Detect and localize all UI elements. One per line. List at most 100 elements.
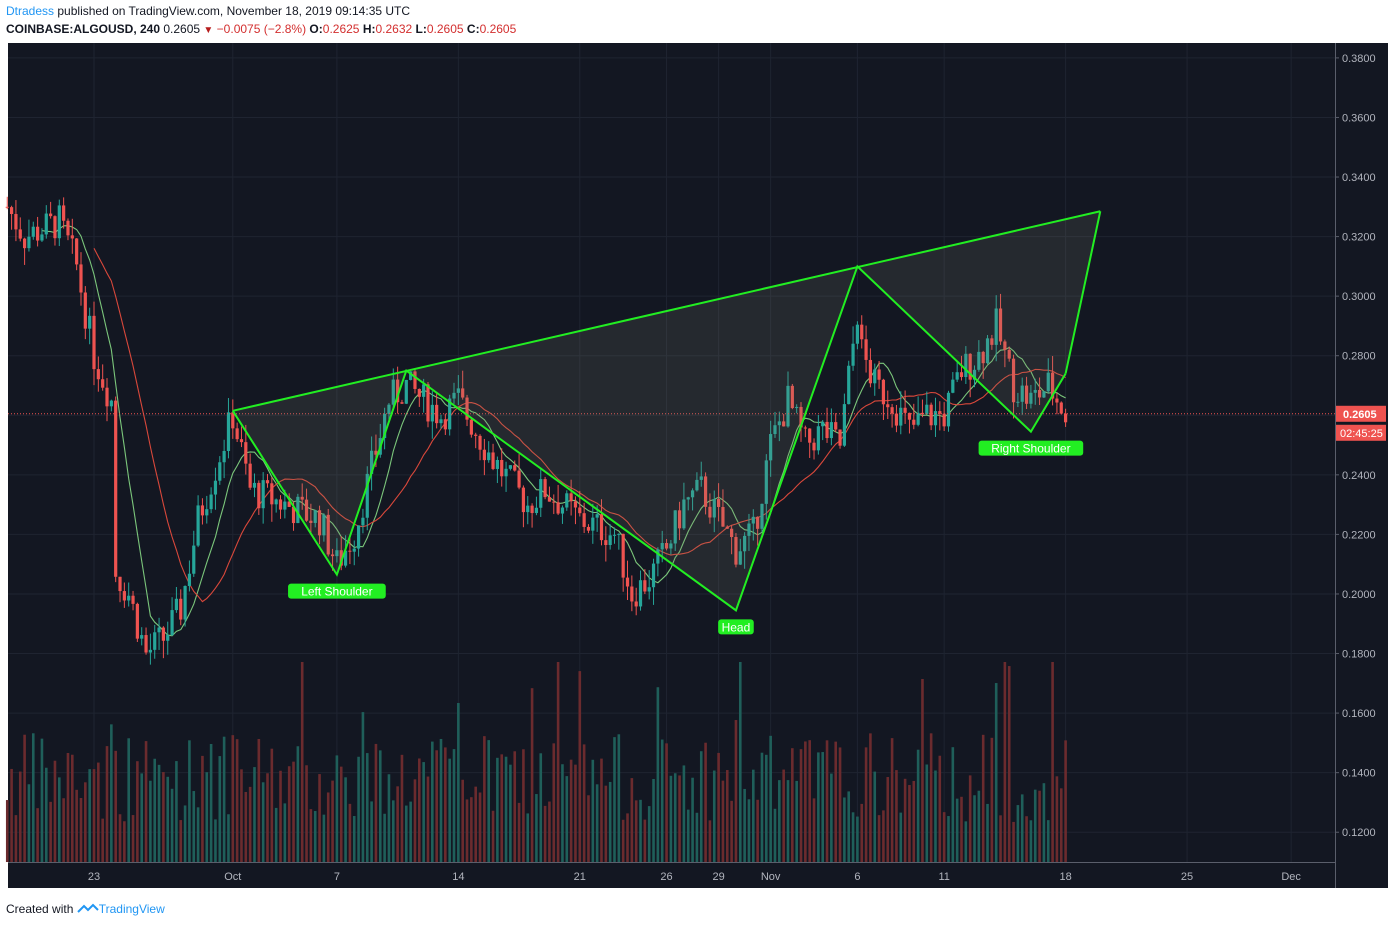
pattern-label-bg [288, 583, 386, 599]
candle-body [998, 308, 1003, 342]
volume-bar [838, 747, 842, 862]
volume-bar [370, 801, 373, 862]
y-tick-label: 0.2200 [1342, 529, 1376, 541]
volume-bar [309, 809, 313, 862]
price-axis-panel [1335, 43, 1388, 888]
volume-bar [431, 741, 434, 862]
candle-body [803, 427, 807, 429]
volume-bar [591, 759, 595, 862]
volume-bar [105, 746, 109, 862]
candle-body [517, 470, 521, 488]
volume-bar [14, 815, 18, 862]
countdown-bg [1336, 424, 1386, 441]
pattern-label-bg [718, 619, 754, 635]
candle-body [226, 412, 231, 451]
change-value: −0.0075 (−2.8%) [216, 22, 307, 36]
candle-body [265, 480, 270, 484]
candle-body [474, 434, 478, 436]
created-with-text: Created with [6, 902, 74, 916]
candle-body [40, 234, 44, 241]
y-tick-label: 0.2000 [1342, 589, 1376, 601]
x-tick-label: 6 [854, 871, 860, 883]
candle-body [36, 226, 40, 241]
volume-bar [699, 751, 703, 862]
candle-body [300, 496, 304, 500]
y-tick-label: 0.2400 [1342, 470, 1376, 482]
candle-body [1050, 372, 1055, 399]
volume-bar [248, 786, 252, 862]
candle-body [66, 220, 70, 236]
candle-body [595, 514, 599, 518]
volume-bar [639, 799, 642, 862]
candle-body [860, 324, 864, 340]
volume-bar [565, 776, 569, 862]
volume-bar [539, 753, 543, 862]
volume-bar [457, 703, 460, 862]
volume-bar [1038, 790, 1041, 862]
candle-body [209, 494, 213, 510]
candle-body [174, 598, 179, 611]
volume-bar [88, 769, 91, 862]
volume-bar [331, 780, 334, 862]
y-tick-label: 0.3000 [1342, 291, 1376, 303]
volume-bar [977, 790, 981, 862]
candle-body [968, 353, 972, 380]
volume-bar [283, 803, 287, 862]
candle-body [1042, 391, 1046, 398]
author-link[interactable]: Dtradess [6, 4, 55, 18]
candle-body [812, 442, 816, 451]
volume-bar [942, 812, 946, 862]
candle-body [881, 379, 886, 405]
candle-body [890, 407, 894, 414]
candle-body [912, 419, 916, 425]
candle-body [981, 351, 985, 364]
candle-body [521, 487, 526, 513]
candle-body [916, 412, 920, 425]
volume-bar [821, 752, 824, 862]
volume-bar [231, 735, 235, 862]
candle-body [773, 425, 777, 435]
candle-body [925, 404, 929, 415]
volume-bar [660, 739, 664, 862]
candle-body [690, 490, 695, 498]
volume-bar [1055, 776, 1059, 862]
candle-body [157, 627, 161, 633]
candle-body [417, 388, 421, 397]
volume-bar [179, 820, 183, 862]
tradingview-link[interactable]: TradingView [98, 902, 165, 916]
candle-body [92, 315, 96, 370]
volume-bar [188, 740, 191, 862]
volume-bar [869, 733, 872, 862]
volume-bar [890, 738, 894, 862]
volume-bar [209, 743, 213, 862]
candle-body [135, 603, 139, 639]
candle-body [526, 505, 530, 513]
candle-body [1037, 389, 1042, 398]
volume-bars [5, 662, 1067, 862]
candle-body [183, 586, 187, 620]
volume-bar [834, 741, 838, 862]
candle-body [782, 421, 786, 427]
pattern-fill [232, 211, 1101, 611]
volume-bar [422, 762, 425, 862]
y-tick-label: 0.3600 [1342, 112, 1376, 124]
volume-bar [149, 780, 152, 862]
volume-bar [426, 776, 430, 862]
candle-body [825, 421, 829, 439]
candle-body [456, 388, 460, 393]
candle-body [738, 551, 742, 565]
candle-body [547, 497, 552, 502]
close-label: C: [466, 22, 480, 36]
volume-bar [986, 803, 989, 862]
candle-body [317, 510, 322, 536]
volume-bar [912, 780, 916, 862]
volume-bar [292, 761, 295, 862]
volume-bar [487, 740, 491, 862]
candle-body [873, 369, 877, 384]
close-value: 0.2605 [479, 22, 517, 36]
candle-body [18, 229, 22, 239]
candle-body [231, 412, 235, 429]
volume-bar [261, 782, 265, 862]
candle-body [148, 649, 152, 653]
